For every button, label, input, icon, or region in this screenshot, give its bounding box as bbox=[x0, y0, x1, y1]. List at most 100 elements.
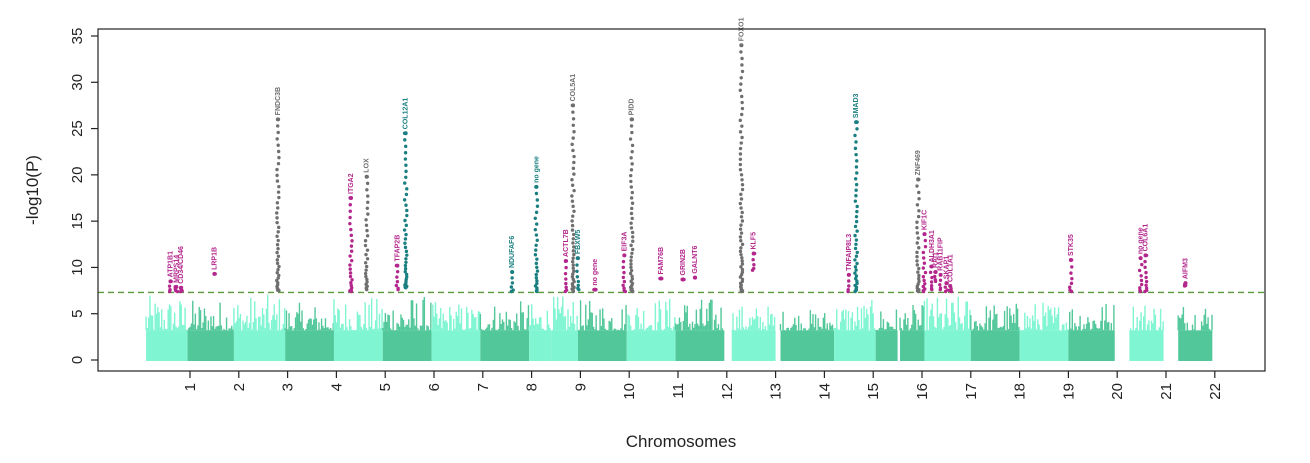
chromosome-block-7 bbox=[479, 301, 530, 361]
chromosome-block-20 bbox=[1128, 305, 1164, 361]
locus-point bbox=[275, 270, 279, 275]
locus-point bbox=[363, 243, 368, 248]
locus-point bbox=[739, 265, 743, 269]
locus-point bbox=[629, 179, 633, 184]
locus-top-point bbox=[938, 272, 943, 277]
locus-point bbox=[853, 233, 857, 238]
locus-point bbox=[917, 246, 921, 250]
locus-point bbox=[403, 181, 407, 185]
locus-point bbox=[348, 203, 352, 207]
locus-point bbox=[740, 242, 745, 247]
locus-label: ATP1B1 bbox=[167, 251, 174, 277]
locus-point bbox=[349, 233, 354, 238]
chromosome-base-band bbox=[233, 330, 286, 361]
chromosome-base-band bbox=[333, 330, 383, 361]
locus-point bbox=[535, 198, 540, 202]
locus-point bbox=[915, 259, 919, 263]
locus-point bbox=[740, 256, 744, 260]
locus-label: COL1A1 bbox=[947, 254, 954, 282]
locus-point bbox=[629, 221, 633, 225]
locus-point bbox=[366, 200, 370, 204]
locus-point bbox=[853, 146, 858, 151]
locus-point bbox=[928, 270, 933, 275]
x-tick-label: 4 bbox=[328, 383, 345, 391]
locus-point bbox=[277, 273, 281, 278]
locus-point bbox=[571, 166, 576, 171]
locus-point bbox=[739, 82, 743, 86]
locus-point bbox=[572, 160, 576, 165]
locus-point bbox=[631, 235, 635, 239]
locus-mrps14: MRPS14 bbox=[173, 255, 180, 294]
locus-point bbox=[365, 277, 369, 282]
locus-point bbox=[405, 253, 409, 257]
locus-point bbox=[167, 284, 172, 288]
locus-point bbox=[739, 173, 744, 177]
locus-point bbox=[349, 227, 353, 232]
chromosome-base-band bbox=[1019, 330, 1069, 361]
locus-point bbox=[854, 214, 859, 219]
locus-point bbox=[630, 277, 635, 281]
locus-point bbox=[916, 282, 920, 286]
chromosome-block-18 bbox=[1018, 302, 1069, 361]
locus-point bbox=[740, 183, 745, 187]
locus-point bbox=[364, 264, 369, 269]
locus-top-point bbox=[571, 103, 576, 108]
locus-point bbox=[276, 143, 280, 147]
locus-point bbox=[576, 283, 580, 288]
locus-point bbox=[275, 167, 279, 172]
chromosome-block-3 bbox=[284, 302, 334, 361]
locus-point bbox=[916, 214, 921, 219]
locus-point bbox=[738, 157, 743, 161]
locus-point bbox=[533, 227, 538, 232]
locus-point bbox=[365, 248, 370, 252]
locus-point bbox=[739, 246, 743, 250]
chromosome-base-band bbox=[431, 330, 481, 361]
locus-point bbox=[738, 162, 743, 167]
locus-point bbox=[535, 281, 539, 286]
locus-point bbox=[275, 201, 280, 205]
locus-point bbox=[915, 203, 920, 207]
locus-point bbox=[572, 269, 576, 273]
locus-point bbox=[630, 201, 635, 205]
locus-point bbox=[570, 194, 574, 198]
chromosome-base-band bbox=[970, 330, 1020, 361]
locus-point bbox=[853, 133, 857, 138]
locus-top-point bbox=[739, 43, 744, 48]
locus-label: KIF1C bbox=[921, 210, 928, 230]
locus-point bbox=[570, 178, 574, 182]
chromosome-base-band bbox=[1178, 330, 1213, 361]
locus-point bbox=[854, 188, 858, 192]
locus-label: NDUFAF6 bbox=[509, 236, 516, 268]
locus-point bbox=[738, 146, 743, 151]
locus-point bbox=[915, 255, 919, 259]
locus-point bbox=[752, 266, 756, 271]
locus-point bbox=[622, 270, 626, 275]
locus-point bbox=[404, 163, 408, 167]
plot-frame bbox=[97, 28, 1266, 372]
locus-point bbox=[738, 227, 743, 231]
locus-point bbox=[534, 276, 539, 280]
locus-point bbox=[629, 168, 634, 172]
locus-label: EIF3A bbox=[621, 232, 628, 252]
x-tick-label: 15 bbox=[865, 383, 882, 400]
locus-point bbox=[740, 56, 744, 61]
x-axis-label: Chromosomes bbox=[626, 432, 737, 451]
locus-point bbox=[534, 261, 539, 266]
locus-point bbox=[740, 112, 744, 117]
chromosome-block-12 bbox=[730, 306, 776, 361]
chromosome-block-8 bbox=[528, 304, 552, 361]
locus-point bbox=[1139, 282, 1144, 287]
locus-point bbox=[629, 265, 633, 270]
locus-label: AIFM3 bbox=[1183, 258, 1190, 279]
y-tick-label: 25 bbox=[69, 120, 86, 137]
x-tick-label: 18 bbox=[1012, 383, 1029, 400]
locus-point bbox=[276, 206, 280, 210]
locus-point bbox=[933, 274, 937, 279]
locus-point bbox=[404, 203, 408, 207]
locus-point bbox=[534, 272, 538, 277]
locus-point bbox=[405, 208, 409, 213]
chromosome-block-6 bbox=[430, 302, 481, 361]
locus-top-point bbox=[944, 281, 949, 286]
locus-point bbox=[740, 135, 744, 140]
